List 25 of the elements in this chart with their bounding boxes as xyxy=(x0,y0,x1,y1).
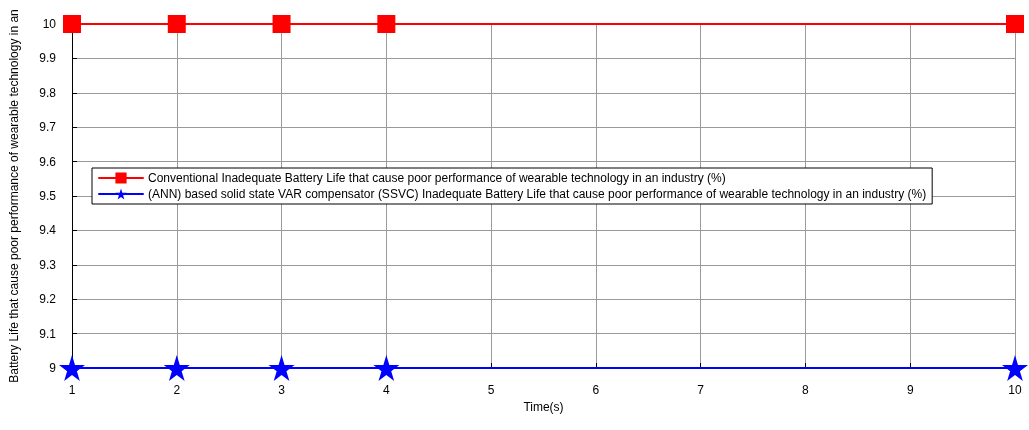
legend-label: (ANN) based solid state VAR compensator (SSVC) Inadequate Battery Life that cause poor performance of wearable technology in an industry (%) xyxy=(148,187,927,201)
x-tick-label: 1 xyxy=(68,383,76,397)
x-tick-label: 5 xyxy=(487,383,495,397)
y-tick-label: 9.7 xyxy=(39,120,57,135)
y-tick-label: 9.3 xyxy=(39,257,57,272)
x-tick-label: 7 xyxy=(697,383,705,397)
y-axis-title: Battery Life that cause poor performance of wearable technology in an xyxy=(7,9,21,383)
x-tick-label: 10 xyxy=(1008,383,1022,397)
x-tick-label: 4 xyxy=(382,383,390,397)
x-axis-title: Time(s) xyxy=(523,399,564,414)
y-tick-label: 9.9 xyxy=(39,51,57,66)
x-tick-label: 6 xyxy=(592,383,600,397)
y-tick-label: 9 xyxy=(49,361,57,375)
y-tick-label: 9.5 xyxy=(39,189,57,203)
y-tick-label: 9.6 xyxy=(39,154,57,169)
x-tick-label: 2 xyxy=(173,383,181,397)
y-tick-label: 9.1 xyxy=(39,326,57,341)
y-tick-label: 10 xyxy=(42,17,57,31)
x-tick-label: 9 xyxy=(906,383,914,397)
y-tick-label: 9.2 xyxy=(39,292,57,307)
y-tick-label: 9.4 xyxy=(39,223,57,238)
y-tick-label: 9.8 xyxy=(39,85,57,100)
x-tick-label: 3 xyxy=(278,383,286,397)
x-tick-label: 8 xyxy=(802,383,810,397)
legend-label: Conventional Inadequate Battery Life that cause poor performance of wearable technology in an industry (%) xyxy=(148,171,726,185)
